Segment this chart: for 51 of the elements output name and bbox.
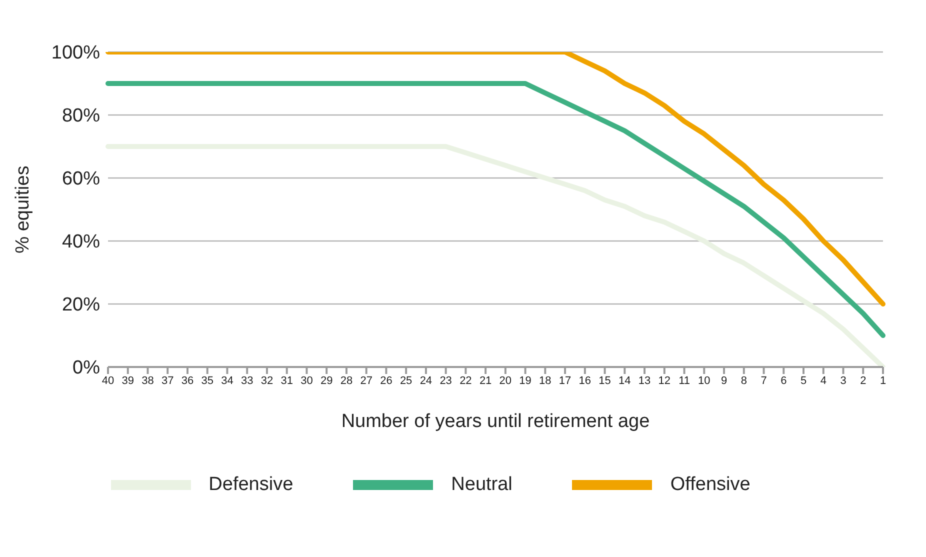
x-tick-label: 35 [201, 374, 214, 387]
x-tick-label: 10 [698, 374, 710, 387]
x-tick-label: 23 [440, 374, 452, 387]
legend-label: Defensive [208, 474, 294, 496]
x-tick-label: 9 [720, 374, 728, 387]
x-tick-label: 19 [519, 374, 532, 387]
y-tick-label: 40% [62, 232, 100, 253]
x-tick-label: 36 [181, 374, 194, 387]
x-tick-label: 21 [479, 374, 492, 387]
x-tick-label: 20 [499, 374, 512, 387]
x-tick-label: 13 [638, 374, 651, 387]
x-tick-label: 24 [420, 374, 432, 387]
y-tick-label: 60% [62, 168, 100, 190]
x-tick-label: 3 [840, 374, 846, 387]
x-tick-label: 1 [880, 374, 886, 387]
x-tick-label: 5 [800, 374, 807, 387]
x-tick-label: 16 [578, 374, 592, 387]
y-tick-label: 20% [62, 294, 100, 316]
y-tick-label: 80% [62, 106, 100, 127]
y-tick-label: 100% [51, 42, 100, 64]
x-tick-label: 2 [860, 374, 866, 387]
x-tick-label: 26 [380, 374, 392, 387]
x-tick-label: 7 [760, 374, 767, 387]
x-tick-label: 39 [122, 374, 134, 387]
x-tick-label: 8 [740, 374, 747, 387]
x-tick-label: 32 [260, 374, 274, 387]
x-tick-label: 22 [460, 374, 472, 387]
x-tick-label: 15 [598, 374, 611, 387]
x-tick-label: 40 [102, 374, 114, 387]
x-tick-label: 6 [780, 374, 787, 387]
x-tick-label: 14 [618, 374, 631, 387]
x-tick-label: 37 [161, 374, 174, 387]
x-axis-title: Number of years until retirement age [341, 411, 650, 432]
x-tick-label: 25 [400, 374, 412, 387]
x-tick-label: 27 [360, 374, 372, 387]
legend-label: Offensive [670, 474, 750, 496]
y-tick-label: 0% [72, 358, 100, 379]
y-axis-title: % equities [12, 166, 34, 254]
x-tick-label: 4 [820, 374, 826, 387]
x-tick-label: 34 [221, 374, 234, 387]
x-tick-label: 28 [340, 374, 353, 387]
x-tick-label: 30 [300, 374, 313, 387]
x-tick-label: 38 [142, 374, 154, 387]
x-tick-label: 33 [240, 374, 254, 387]
x-tick-label: 31 [280, 374, 293, 387]
x-tick-label: 29 [320, 374, 333, 387]
x-tick-label: 12 [658, 374, 671, 387]
x-tick-label: 11 [678, 374, 690, 387]
x-tick-label: 17 [558, 374, 572, 387]
legend-label: Neutral [451, 474, 512, 496]
x-tick-label: 18 [539, 374, 552, 387]
